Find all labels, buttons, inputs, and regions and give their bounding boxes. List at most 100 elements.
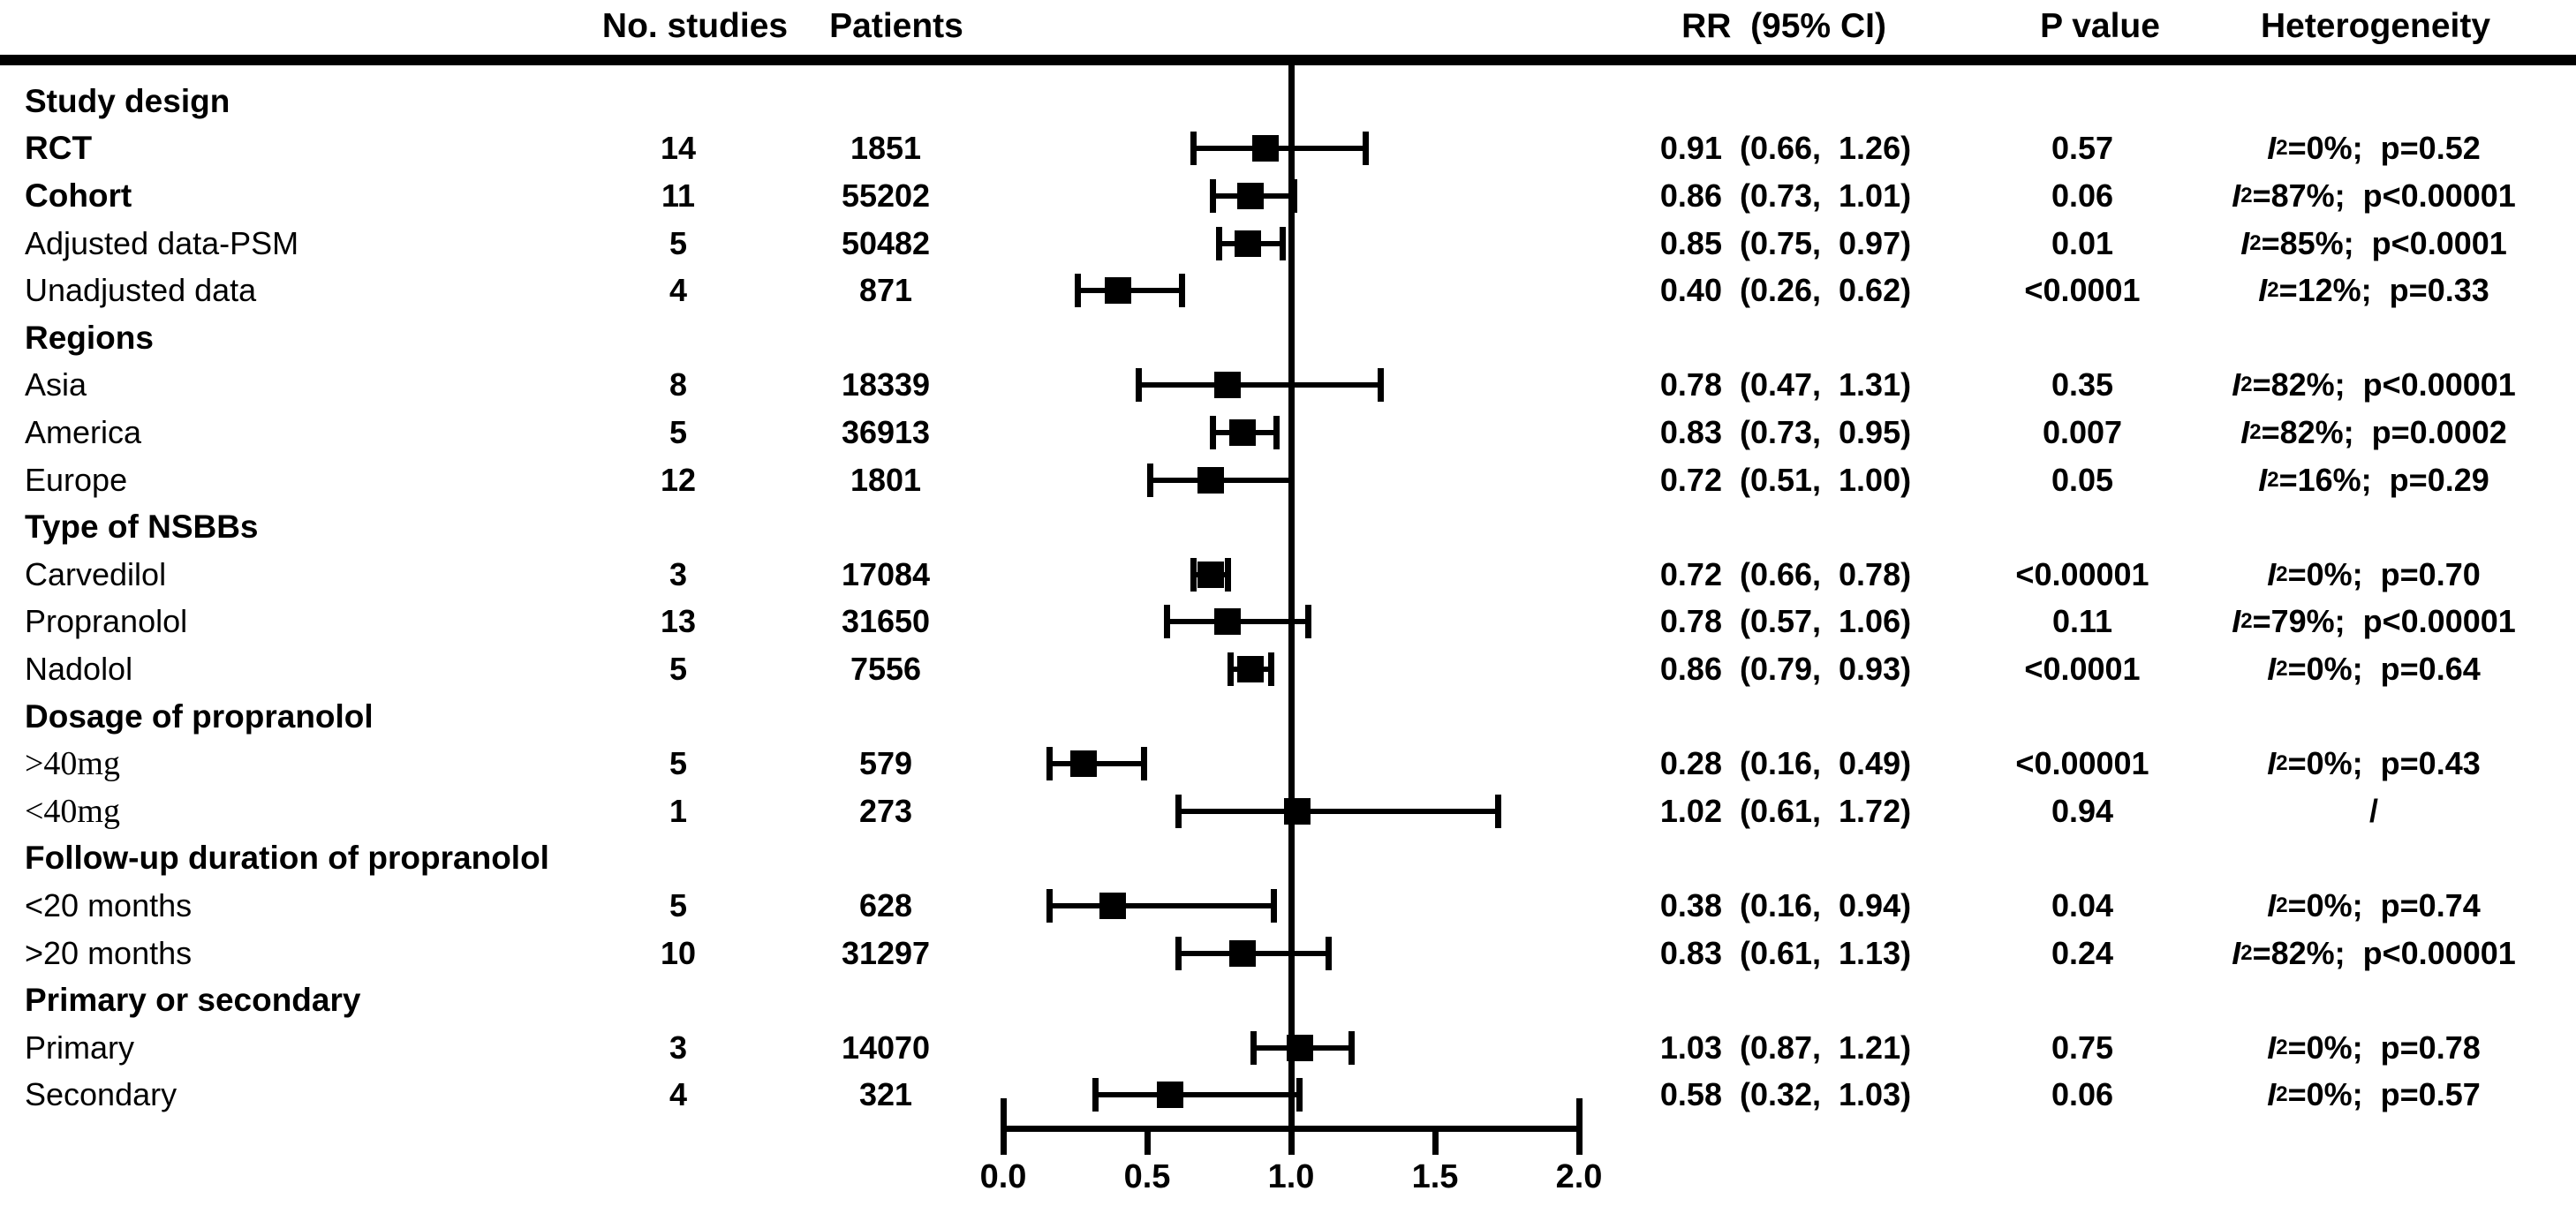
patients-value: 7556 [850,650,922,687]
studies-value: 13 [660,603,697,640]
rr-ci-value: 0.78 (0.57, 1.06) [1659,603,1912,640]
ci-cap-right [1495,794,1502,828]
ci-cap-left [1046,888,1053,923]
axis-tick-label: 2.0 [1555,1158,1603,1195]
section-label: Follow-up duration of propranolol [25,840,549,877]
ci-cap-right [1296,1078,1303,1112]
p-value: 0.06 [2051,177,2114,214]
ci-cap-right [1325,936,1332,970]
ci-cap-left [1092,1078,1099,1112]
rr-ci-value: 0.72 (0.66, 0.78) [1659,555,1912,592]
ci-cap-right [1377,368,1384,403]
patients-value: 18339 [841,366,931,403]
point-estimate-marker [1214,372,1242,399]
studies-value: 4 [669,1076,688,1113]
p-value: <0.0001 [2024,650,2141,687]
p-value: 0.24 [2051,934,2114,971]
ci-cap-left [1228,652,1235,686]
patients-value: 628 [858,886,913,923]
heterogeneity-value: I 2 =0%; p=0.52 [2267,130,2481,167]
row-label: Unadjusted data [25,272,257,309]
p-value: 0.94 [2051,792,2114,829]
p-value: 0.75 [2051,1029,2114,1066]
p-value: <0.00001 [2015,555,2149,592]
patients-value: 36913 [841,413,931,450]
rr-ci-value: 0.83 (0.73, 0.95) [1659,413,1912,450]
studies-value: 3 [669,555,688,592]
header-divider-rule [0,55,2576,65]
forest-row: Carvedilol 3 17084 0.72 (0.66, 0.78) <0.0000… [0,551,2576,599]
point-estimate-marker [1105,277,1132,305]
studies-value: 3 [669,1029,688,1066]
studies-value: 5 [669,886,688,923]
axis-tick-label: 1.0 [1267,1158,1315,1195]
row-label: Propranolol [25,603,188,640]
row-label: Nadolol [25,650,133,687]
patients-value: 31297 [841,934,931,971]
p-value: 0.007 [2042,413,2123,450]
section-label: Study design [25,82,230,119]
heterogeneity-value: I 2 =82%; p<0.00001 [2232,366,2516,403]
row-label: Asia [25,366,87,403]
confidence-interval [1178,808,1499,814]
forest-row: <20 months 5 628 0.38 (0.16, 0.94) 0.04 I 2 =0%… [0,882,2576,930]
forest-row: Nadolol 5 7556 0.86 (0.79, 0.93) <0.0001 I 2 =0… [0,645,2576,693]
p-value: 0.06 [2051,1076,2114,1113]
patients-value: 14070 [841,1029,931,1066]
point-estimate-marker [1251,135,1279,162]
ci-cap-left [1190,132,1197,166]
section-row: Follow-up duration of propranolol [0,835,2576,883]
ci-cap-right [1363,132,1370,166]
patients-value: 55202 [841,177,931,214]
rr-ci-value: 0.91 (0.66, 1.26) [1659,130,1912,167]
point-estimate-marker [1197,466,1224,494]
heterogeneity-value: I 2 =85%; p<0.0001 [2240,224,2507,261]
ci-cap-right [1273,415,1280,449]
column-header-heterogeneity: Heterogeneity [2260,7,2491,45]
patients-value: 579 [858,745,913,782]
axis-tick [1144,1126,1151,1155]
point-estimate-marker [1228,939,1256,967]
section-row: Regions [0,314,2576,362]
point-estimate-marker [1197,561,1224,588]
rr-ci-value: 0.38 (0.16, 0.94) [1659,886,1912,923]
axis-tick-label: 0.5 [1123,1158,1171,1195]
rr-ci-value: 0.58 (0.32, 1.03) [1659,1076,1912,1113]
heterogeneity-value: I 2 =0%; p=0.70 [2267,555,2481,592]
rr-ci-value: 1.03 (0.87, 1.21) [1659,1029,1912,1066]
ci-cap-right [1279,226,1286,260]
forest-row: Adjusted data-PSM 5 50482 0.85 (0.75, 0.97)… [0,220,2576,268]
row-label: America [25,413,142,450]
ci-cap-left [1046,747,1053,781]
rr-ci-value: 0.86 (0.73, 1.01) [1659,177,1912,214]
patients-value: 31650 [841,603,931,640]
point-estimate-marker [1099,892,1126,919]
ci-cap-left [1175,794,1182,828]
column-header-rr-ci: RR (95% CI) [1681,7,1886,45]
section-row: Primary or secondary [0,976,2576,1024]
row-label: >20 months [25,934,193,971]
patients-value: 50482 [841,224,931,261]
section-label: Dosage of propranolol [25,697,374,735]
row-label: Adjusted data-PSM [25,224,299,261]
section-row: Study design [0,78,2576,125]
rr-ci-value: 0.83 (0.61, 1.13) [1659,934,1912,971]
forest-row: <40mg 1 273 1.02 (0.61, 1.72) 0.94 / [0,788,2576,835]
studies-value: 5 [669,650,688,687]
axis-tick [1288,1126,1295,1155]
axis-tick-label: 1.5 [1411,1158,1459,1195]
confidence-interval [1193,146,1366,152]
row-label: Cohort [25,177,132,214]
forest-row: Secondary 4 321 0.58 (0.32, 1.03) 0.06 I 2 =0%;… [0,1072,2576,1119]
ci-cap-left [1075,274,1082,308]
ci-cap-right [1348,1030,1355,1065]
ci-cap-left [1210,415,1217,449]
p-value: <0.0001 [2024,272,2141,309]
forest-row: RCT 14 1851 0.91 (0.66, 1.26) 0.57 I 2 =0%; p=0… [0,125,2576,173]
ci-cap-right [1267,652,1274,686]
forest-row: >20 months 10 31297 0.83 (0.61, 1.13) 0.24 I 2… [0,930,2576,977]
ci-cap-left [1146,463,1153,497]
ci-cap-right [1270,888,1277,923]
studies-value: 10 [660,934,697,971]
axis-tick-label: 0.0 [979,1158,1027,1195]
